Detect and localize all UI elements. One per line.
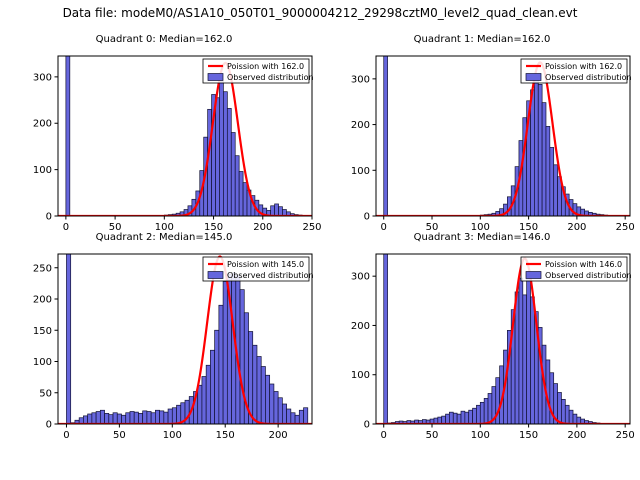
plot-area-quadrant-0: 0 50 100 150 200 250 0 100 200 300 Poission with 1… [33,55,322,233]
svg-text:250: 250 [33,263,52,274]
svg-text:0: 0 [381,222,387,233]
subplot-quadrant-1: Quadrant 1: Median=162.0 0 50 100 150 200 250… [326,34,638,242]
svg-text:0: 0 [63,222,69,233]
subplot-title: Quadrant 3: Median=146.0 [413,232,551,243]
svg-text:Observed distribution: Observed distribution [227,73,314,82]
svg-text:150: 150 [33,326,52,337]
svg-text:100: 100 [33,165,52,176]
svg-text:Poission with 162.0: Poission with 162.0 [545,62,622,71]
svg-text:150: 150 [216,430,235,441]
svg-text:50: 50 [426,430,439,441]
svg-text:50: 50 [39,388,52,399]
plot-area-quadrant-1: 0 50 100 150 200 250 0 100 200 300 Poission with 1… [351,55,635,233]
svg-text:50: 50 [113,430,126,441]
legend: Poission with 146.0 Observed distribution [520,256,632,282]
plot-area-quadrant-3: 0 50 100 150 200 250 0 100 200 300 Poission with 1… [351,253,635,441]
svg-text:0: 0 [364,212,370,223]
svg-text:200: 200 [253,222,272,233]
svg-text:250: 250 [302,222,321,233]
svg-text:0: 0 [46,420,52,431]
svg-text:Poission with 146.0: Poission with 146.0 [545,260,622,269]
svg-text:Observed distribution: Observed distribution [227,271,314,280]
svg-text:200: 200 [567,222,586,233]
subplot-quadrant-2: Quadrant 2: Median=145.0 0 50 100 150 200 0 50… [8,232,320,450]
legend: Poission with 162.0 Observed distribution [202,58,314,84]
subplot-title: Quadrant 0: Median=162.0 [95,34,233,45]
svg-text:150: 150 [519,222,538,233]
svg-text:100: 100 [33,357,52,368]
svg-text:300: 300 [33,72,52,83]
svg-text:50: 50 [109,222,122,233]
svg-text:150: 150 [204,222,223,233]
svg-text:100: 100 [471,430,490,441]
svg-text:Poission with 145.0: Poission with 145.0 [227,260,304,269]
svg-text:0: 0 [63,430,69,441]
svg-text:100: 100 [163,430,182,441]
svg-text:100: 100 [351,166,370,177]
plot-area-quadrant-2: 0 50 100 150 200 0 50 100 150 200 250 Poission with… [33,253,314,441]
svg-text:200: 200 [351,321,370,332]
svg-text:200: 200 [33,295,52,306]
figure-suptitle: Data file: modeM0/AS1A10_050T01_90000042… [62,6,578,20]
svg-text:200: 200 [269,430,288,441]
svg-text:200: 200 [567,430,586,441]
svg-text:Observed distribution: Observed distribution [545,271,632,280]
svg-text:0: 0 [381,430,387,441]
svg-text:250: 250 [616,430,635,441]
subplot-title: Quadrant 1: Median=162.0 [413,34,551,45]
legend: Poission with 145.0 Observed distribution [202,256,314,282]
legend: Poission with 162.0 Observed distribution [520,58,632,84]
svg-text:0: 0 [364,420,370,431]
svg-text:100: 100 [351,370,370,381]
svg-text:300: 300 [351,74,370,85]
svg-text:100: 100 [155,222,174,233]
svg-text:50: 50 [426,222,439,233]
subplot-quadrant-3: Quadrant 3: Median=146.0 0 50 100 150 200 250… [326,232,638,450]
subplot-title: Quadrant 2: Median=145.0 [95,232,233,243]
svg-text:Observed distribution: Observed distribution [545,73,632,82]
svg-text:200: 200 [33,119,52,130]
svg-text:250: 250 [616,222,635,233]
svg-text:150: 150 [519,430,538,441]
svg-text:Poission with 162.0: Poission with 162.0 [227,62,304,71]
svg-text:100: 100 [471,222,490,233]
svg-text:300: 300 [351,272,370,283]
subplot-quadrant-0: Quadrant 0: Median=162.0 0 50 100 150 200 250… [8,34,322,242]
svg-text:200: 200 [351,120,370,131]
svg-text:0: 0 [46,212,52,223]
